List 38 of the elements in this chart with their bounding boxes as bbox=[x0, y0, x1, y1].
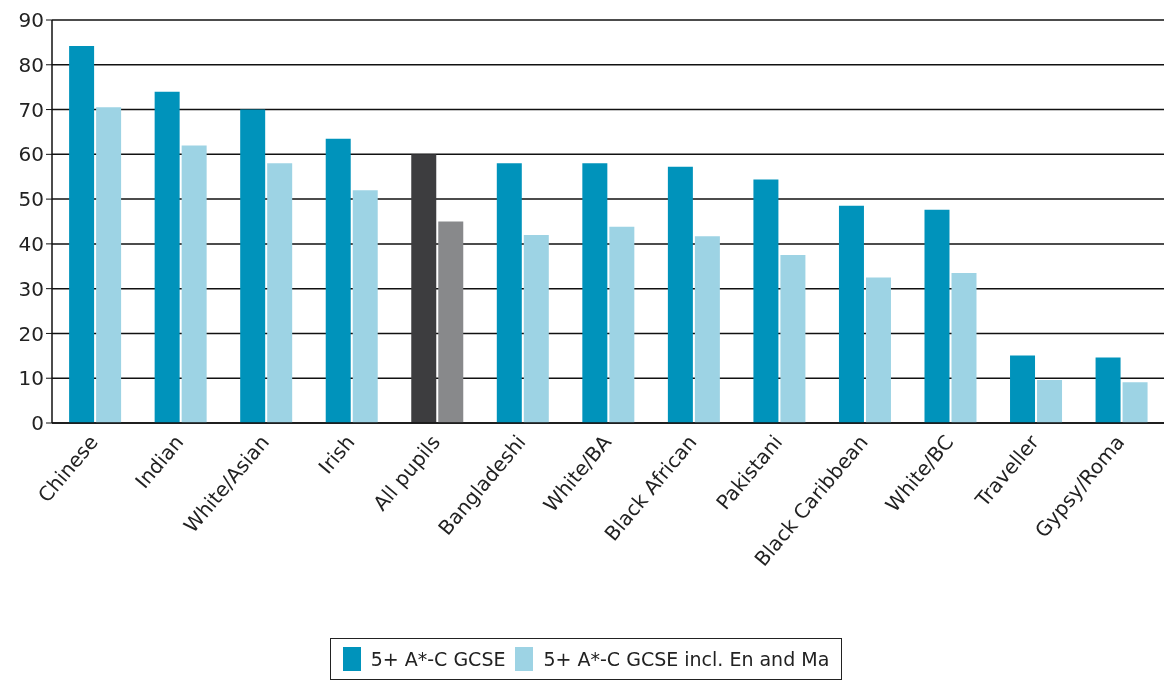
legend-label: 5+ A*-C GCSE bbox=[370, 648, 506, 670]
y-tick-label: 70 bbox=[18, 97, 44, 122]
bar bbox=[924, 209, 950, 423]
bar bbox=[438, 221, 464, 423]
y-tick-label: 40 bbox=[18, 231, 44, 256]
y-tick-label: 30 bbox=[18, 276, 44, 301]
bar bbox=[411, 154, 437, 423]
bar bbox=[1010, 355, 1036, 423]
y-tick-label: 0 bbox=[31, 411, 44, 436]
bar bbox=[181, 145, 207, 423]
bar bbox=[96, 107, 122, 423]
bar bbox=[865, 277, 891, 423]
y-tick-label: 20 bbox=[18, 321, 44, 346]
legend-label: 5+ A*-C GCSE incl. En and Ma bbox=[543, 648, 830, 670]
bar bbox=[352, 190, 378, 423]
bar bbox=[582, 163, 608, 423]
bar bbox=[69, 45, 95, 423]
bar bbox=[838, 205, 864, 423]
bar bbox=[267, 163, 293, 423]
bar bbox=[325, 138, 351, 423]
bar bbox=[753, 179, 779, 423]
bar bbox=[1122, 382, 1148, 423]
bar bbox=[609, 226, 635, 423]
bar bbox=[240, 109, 266, 423]
bar bbox=[780, 255, 806, 423]
y-tick-label: 80 bbox=[18, 52, 44, 77]
bar bbox=[694, 236, 720, 423]
y-tick-label: 90 bbox=[18, 8, 44, 33]
bar bbox=[523, 234, 549, 423]
y-tick-label: 50 bbox=[18, 187, 44, 212]
bar bbox=[1095, 357, 1121, 423]
bar bbox=[951, 272, 977, 423]
y-tick-label: 60 bbox=[18, 142, 44, 167]
y-tick-label: 10 bbox=[18, 366, 44, 391]
bar bbox=[667, 166, 693, 423]
bar bbox=[496, 163, 522, 423]
bar bbox=[1037, 380, 1063, 423]
bar bbox=[154, 91, 180, 423]
